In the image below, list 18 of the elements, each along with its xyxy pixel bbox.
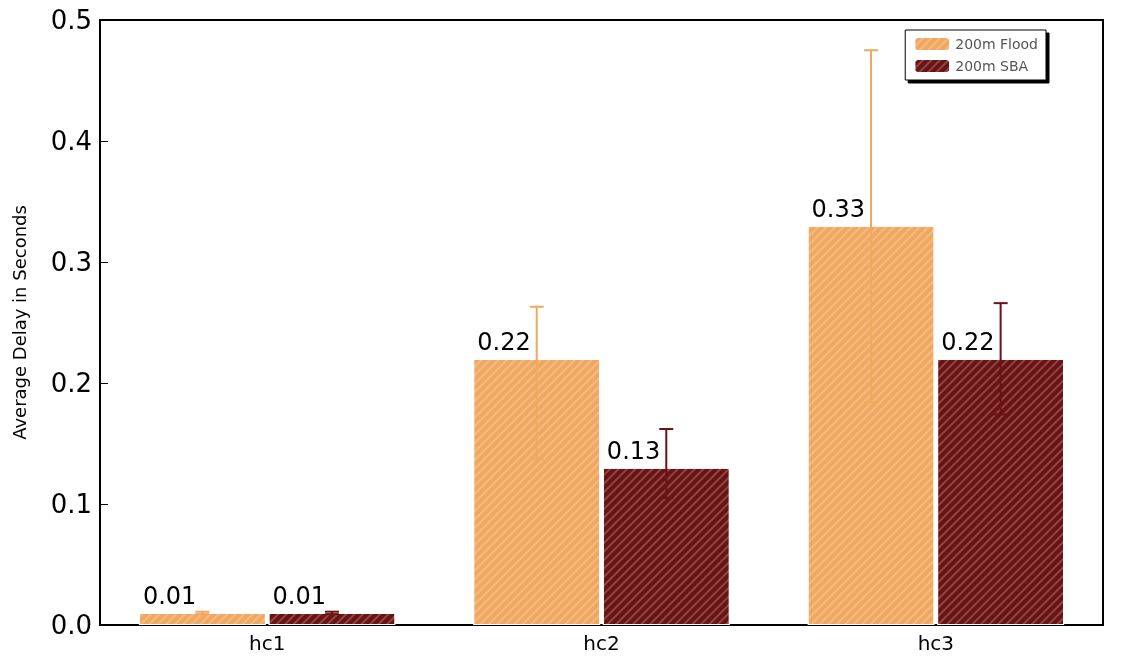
y-tick-label: 0.2 <box>50 368 92 398</box>
x-tick-label: hc1 <box>248 631 286 655</box>
data-label: 0.13 <box>606 436 661 465</box>
data-label: 0.22 <box>477 327 531 356</box>
data-label: 0.01 <box>142 581 197 610</box>
y-tick-label: 0.0 <box>50 610 92 640</box>
legend-label: 200m SBA <box>955 58 1029 74</box>
y-axis-title: Average Delay in Seconds <box>8 205 30 440</box>
y-tick-label: 0.1 <box>50 489 92 519</box>
data-label: 0.01 <box>272 581 326 610</box>
y-tick-label: 0.5 <box>50 5 92 35</box>
x-tick-label: hc3 <box>917 631 955 655</box>
y-tick-label: 0.3 <box>50 247 92 277</box>
data-label: 0.33 <box>811 194 866 223</box>
data-label: 0.22 <box>941 327 995 356</box>
legend-label: 200m Flood <box>955 36 1039 52</box>
y-tick-label: 0.4 <box>50 126 92 156</box>
x-tick-label: hc2 <box>583 631 620 655</box>
